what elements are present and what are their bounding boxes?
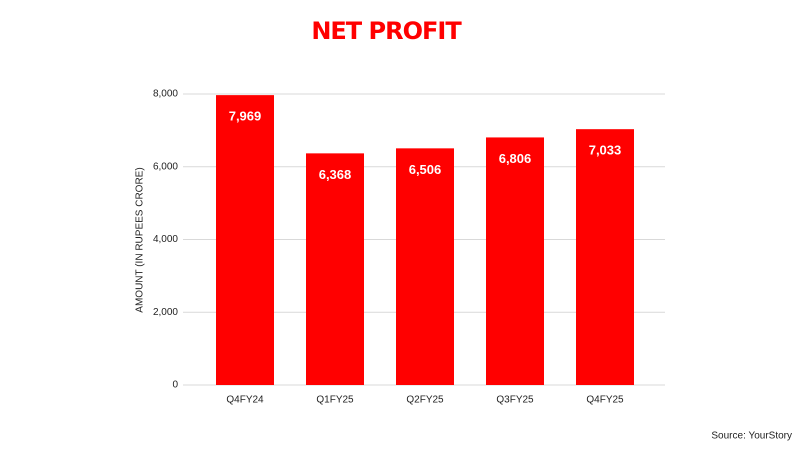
value-label: 6,506 bbox=[409, 162, 442, 177]
x-tick-label: Q2FY25 bbox=[406, 395, 444, 406]
x-tick-label: Q3FY25 bbox=[496, 395, 534, 406]
value-label: 6,368 bbox=[319, 167, 352, 182]
y-tick-label: 8,000 bbox=[153, 89, 178, 100]
y-tick-label: 2,000 bbox=[153, 307, 178, 318]
bar bbox=[396, 148, 454, 385]
value-label: 6,806 bbox=[499, 151, 532, 166]
value-label: 7,033 bbox=[589, 143, 622, 158]
bar bbox=[576, 129, 634, 385]
bar bbox=[216, 95, 274, 385]
y-axis-title: AMOUNT (IN RUPEES CRORE) bbox=[135, 167, 146, 312]
bar bbox=[486, 137, 544, 385]
source-note: Source: YourStory bbox=[711, 431, 792, 442]
x-tick-label: Q1FY25 bbox=[316, 395, 354, 406]
chart-title: NET PROFIT bbox=[311, 17, 462, 45]
x-tick-label: Q4FY24 bbox=[226, 395, 264, 406]
bar bbox=[306, 153, 364, 385]
y-tick-label: 6,000 bbox=[153, 161, 178, 172]
y-tick-label: 0 bbox=[172, 380, 178, 391]
y-tick-label: 4,000 bbox=[153, 234, 178, 245]
value-label: 7,969 bbox=[229, 109, 262, 124]
x-tick-label: Q4FY25 bbox=[586, 395, 624, 406]
